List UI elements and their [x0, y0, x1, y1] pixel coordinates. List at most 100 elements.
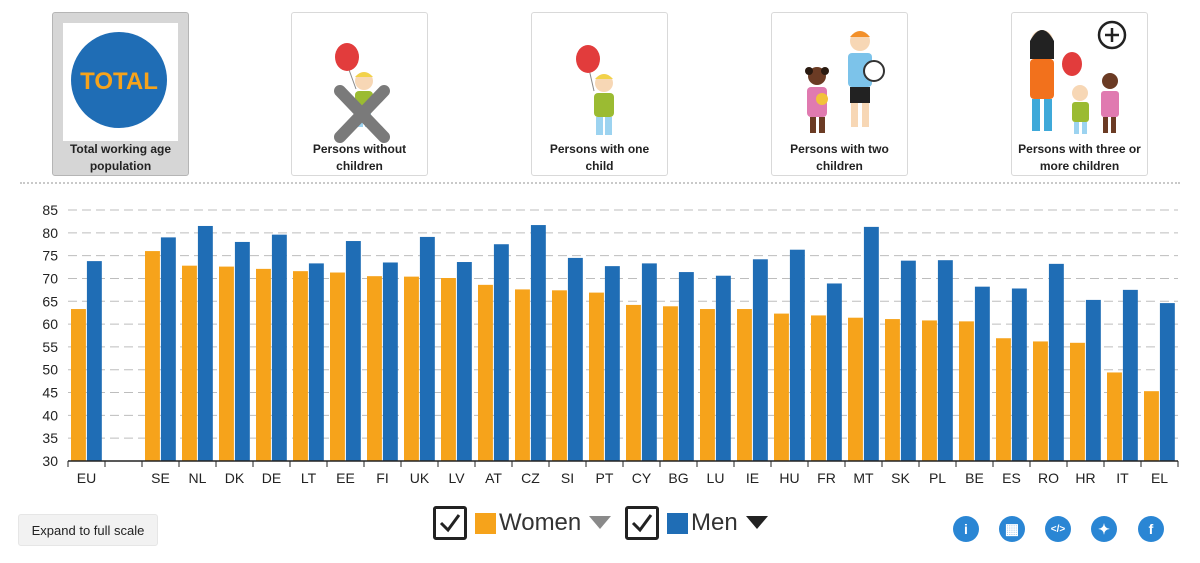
- bar-men: [86, 261, 102, 461]
- bar-women: [1144, 391, 1159, 461]
- bar-men: [900, 260, 916, 461]
- men-checkbox[interactable]: [625, 506, 659, 540]
- bar-women: [848, 317, 863, 461]
- bar-women: [293, 271, 308, 461]
- y-tick-label: 45: [42, 385, 58, 401]
- expand-full-scale-button[interactable]: Expand to full scale: [18, 514, 158, 546]
- x-tick-label: ES: [1002, 470, 1021, 486]
- bar-men: [271, 234, 287, 461]
- info-icon[interactable]: i: [953, 516, 979, 542]
- x-tick-label: LT: [301, 470, 317, 486]
- x-tick-label: EU: [77, 470, 96, 486]
- x-tick-label: SE: [151, 470, 170, 486]
- y-tick-label: 40: [42, 407, 58, 423]
- child-crossed-icon: [334, 43, 390, 143]
- bar-women: [1033, 341, 1048, 461]
- y-tick-label: 80: [42, 225, 58, 241]
- x-tick-label: IT: [1116, 470, 1129, 486]
- bar-women: [256, 268, 271, 461]
- total-badge-text: TOTAL: [80, 68, 158, 95]
- three-plus-children-icon: [1030, 20, 1127, 134]
- x-tick-label: CZ: [521, 470, 540, 486]
- bar-men: [974, 286, 990, 461]
- twitter-icon[interactable]: ✦: [1091, 516, 1117, 542]
- bar-men: [308, 263, 324, 461]
- filter-one-child-label: Persons with one child: [549, 142, 650, 173]
- women-dropdown-caret-icon[interactable]: [589, 516, 612, 530]
- women-checkbox[interactable]: [433, 506, 467, 540]
- bar-women: [959, 321, 974, 461]
- embed-icon[interactable]: </>: [1045, 516, 1071, 542]
- bar-men: [419, 236, 435, 461]
- filter-no-children[interactable]: Persons without children: [291, 12, 428, 176]
- x-tick-label: DE: [262, 470, 281, 486]
- bar-women: [367, 276, 382, 461]
- bar-chart: 30 35 40 45 50 55 60 65 70 75 80 85 EU SE NL DK DE LT EE FI…: [42, 202, 1179, 486]
- x-tick-label: AT: [485, 470, 502, 486]
- y-tick-label: 65: [42, 293, 58, 309]
- bar-men: [493, 244, 509, 461]
- bar-women: [441, 277, 456, 461]
- x-tick-label: PL: [929, 470, 946, 486]
- bar-women: [1070, 342, 1085, 461]
- x-tick-label: FI: [376, 470, 388, 486]
- bar-women: [1107, 372, 1122, 461]
- check-icon: [439, 514, 461, 533]
- y-tick-label: 50: [42, 362, 58, 378]
- x-tick-label: SK: [891, 470, 910, 486]
- expand-full-scale-label: Expand to full scale: [31, 522, 145, 538]
- bar-women: [885, 319, 900, 461]
- facebook-icon[interactable]: f: [1138, 516, 1164, 542]
- bar-women: [996, 338, 1011, 461]
- women-legend-label: Women: [499, 509, 582, 536]
- bar-women: [737, 309, 752, 461]
- bar-women: [626, 304, 641, 461]
- y-tick-label: 85: [42, 202, 58, 218]
- bar-women: [330, 272, 345, 461]
- bar-men: [456, 262, 472, 461]
- bar-men: [715, 275, 731, 461]
- legend-men: Men: [625, 505, 768, 541]
- bar-men: [1085, 299, 1101, 461]
- check-icon: [631, 514, 653, 533]
- bar-men: [604, 266, 620, 461]
- bar-men: [937, 260, 953, 461]
- men-swatch: [667, 512, 688, 534]
- bar-men: [1011, 288, 1027, 461]
- legend-women: Women: [433, 505, 612, 541]
- bar-women: [219, 266, 234, 461]
- bar-men: [863, 226, 879, 461]
- two-children-icon: [805, 31, 885, 133]
- y-tick-label: 70: [42, 270, 58, 286]
- filter-three-plus-label: Persons with three or more children: [1018, 142, 1141, 173]
- x-tick-label: CY: [632, 470, 652, 486]
- x-tick-label: UK: [410, 470, 430, 486]
- filter-total-label: Total working age population: [69, 142, 172, 173]
- filter-three-plus-children[interactable]: Persons with three or more children: [1011, 12, 1148, 176]
- men-dropdown-caret-icon[interactable]: [745, 516, 768, 530]
- x-tick-label: HU: [779, 470, 799, 486]
- x-tick-label: BG: [668, 470, 688, 486]
- bar-men: [1122, 289, 1138, 461]
- x-tick-label: LV: [448, 470, 465, 486]
- men-legend-label: Men: [691, 509, 738, 536]
- table-icon[interactable]: ▦: [999, 516, 1025, 542]
- x-tick-label: PT: [596, 470, 614, 486]
- x-tick-label: HR: [1075, 470, 1095, 486]
- bar-women: [404, 276, 419, 461]
- bar-men: [1048, 263, 1064, 461]
- x-tick-label: RO: [1038, 470, 1059, 486]
- bar-women: [922, 320, 937, 461]
- bar-men: [752, 259, 768, 461]
- y-tick-label: 75: [42, 248, 58, 264]
- filter-two-children[interactable]: Persons with two children: [771, 12, 908, 176]
- one-child-icon: [576, 45, 614, 135]
- filter-total[interactable]: TOTAL Total working age population: [52, 12, 189, 176]
- bar-men: [1159, 303, 1175, 461]
- x-tick-label: NL: [189, 470, 207, 486]
- bar-men: [789, 249, 805, 461]
- x-tick-label: SI: [561, 470, 574, 486]
- filter-one-child[interactable]: Persons with one child: [531, 12, 668, 176]
- bar-women: [182, 265, 197, 461]
- y-tick-label: 35: [42, 430, 58, 446]
